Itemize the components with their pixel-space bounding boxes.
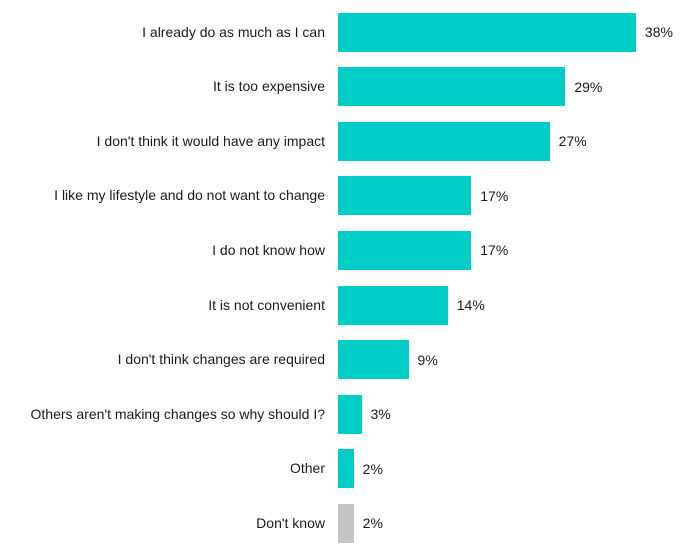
category-label: I like my lifestyle and do not want to c… xyxy=(54,187,325,204)
bar xyxy=(338,121,550,161)
bar xyxy=(338,12,636,52)
value-label: 9% xyxy=(417,351,438,368)
value-label: 38% xyxy=(644,24,673,40)
category-label: I already do as much as I can xyxy=(142,23,325,40)
value-label: 29% xyxy=(574,78,603,95)
value-label: 17% xyxy=(480,242,509,259)
value-label: 2% xyxy=(362,515,383,532)
bar xyxy=(338,176,472,216)
bar xyxy=(338,449,354,489)
category-label: Don't know xyxy=(256,514,325,531)
value-label: 27% xyxy=(558,133,587,150)
bar xyxy=(338,340,409,380)
category-label: Others aren't making changes so why shou… xyxy=(30,405,326,422)
category-label: I don't think it would have any impact xyxy=(96,132,325,149)
bar xyxy=(338,230,472,270)
category-label: I do not know how xyxy=(212,241,325,258)
value-label: 3% xyxy=(370,406,391,423)
category-label: I don't think changes are required xyxy=(117,351,325,368)
bar xyxy=(338,503,354,543)
value-label: 17% xyxy=(480,187,509,204)
category-label: It is not convenient xyxy=(208,296,325,313)
bar xyxy=(338,394,362,434)
bar xyxy=(338,285,448,325)
value-label: 2% xyxy=(362,460,383,477)
value-label: 14% xyxy=(456,297,485,313)
category-label: It is too expensive xyxy=(212,78,325,95)
category-label: Other xyxy=(289,460,325,477)
bar xyxy=(338,67,566,107)
